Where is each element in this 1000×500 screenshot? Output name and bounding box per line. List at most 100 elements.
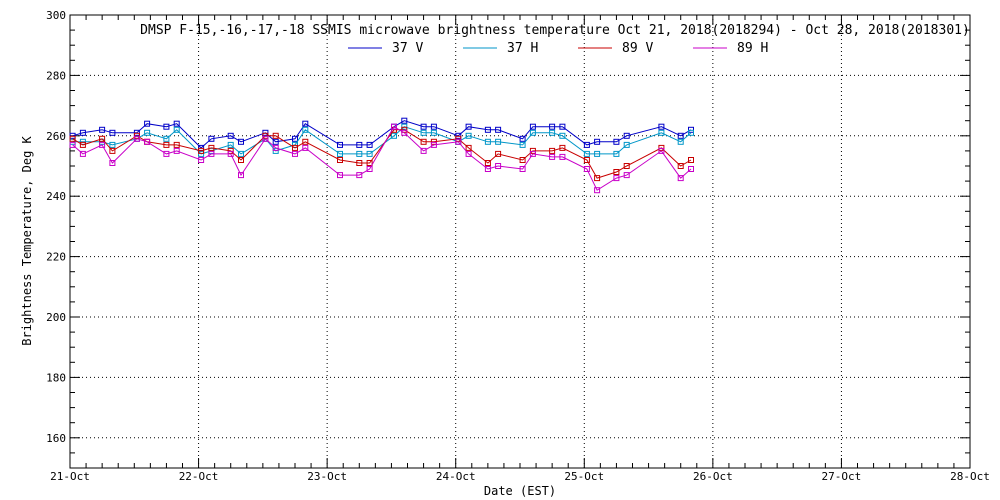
data-point-marker: [559, 123, 566, 130]
data-point-marker: [529, 150, 536, 157]
data-point-marker: [658, 129, 665, 136]
data-point-marker: [238, 138, 244, 145]
data-point-marker: [484, 166, 491, 172]
chart-title: DMSP F-15,-16,-17,-18 SSMIS microwave br…: [140, 23, 970, 38]
data-point-marker: [529, 123, 536, 130]
data-point-marker: [484, 126, 491, 133]
data-point-marker: [208, 150, 215, 157]
series-line: [72, 129, 692, 179]
data-point-marker: [272, 138, 279, 145]
data-point-marker: [69, 135, 76, 142]
data-point-marker: [465, 123, 472, 130]
data-point-marker: [99, 135, 106, 142]
data-point-marker: [163, 135, 170, 142]
data-point-marker: [79, 129, 86, 136]
x-tick-label: 23-Oct: [307, 470, 347, 483]
data-point-marker: [583, 141, 590, 148]
data-point-marker: [613, 150, 620, 157]
data-point-marker: [420, 138, 427, 145]
data-point-marker: [356, 172, 363, 179]
data-point-marker: [79, 150, 86, 157]
y-tick-label: 200: [46, 311, 66, 324]
data-point-marker: [401, 117, 408, 124]
data-point-marker: [366, 166, 373, 172]
y-tick-label: 180: [46, 371, 66, 384]
legend-label: 89 V: [622, 41, 653, 56]
data-point-marker: [594, 138, 601, 145]
data-point-marker: [559, 132, 566, 139]
data-point-marker: [688, 166, 694, 172]
data-point-marker: [677, 163, 684, 169]
legend-label: 37 V: [392, 41, 423, 56]
data-point-marker: [69, 141, 76, 148]
data-point-marker: [583, 157, 590, 163]
plot-frame: [69, 14, 971, 469]
data-point-marker: [238, 172, 244, 179]
data-point-marker: [529, 129, 536, 136]
series-layer: [69, 117, 694, 194]
data-point-marker: [109, 160, 116, 166]
data-point-marker: [549, 123, 556, 130]
y-tick-label: 300: [46, 9, 66, 22]
data-point-marker: [658, 123, 665, 130]
data-point-marker: [227, 132, 234, 139]
y-tick-label: 220: [46, 251, 66, 264]
data-point-marker: [549, 129, 556, 136]
data-point-marker: [549, 153, 556, 160]
data-point-marker: [688, 157, 694, 163]
legend-label: 37 H: [507, 41, 538, 56]
data-point-marker: [109, 141, 116, 148]
data-point-marker: [262, 135, 269, 142]
x-tick-label: 22-Oct: [179, 470, 219, 483]
data-point-marker: [302, 144, 309, 151]
data-point-marker: [227, 150, 234, 157]
data-point-marker: [109, 147, 116, 154]
data-point-marker: [420, 129, 427, 136]
data-point-marker: [391, 123, 397, 130]
data-point-marker: [302, 126, 309, 133]
data-point-marker: [420, 123, 427, 130]
series-line: [72, 126, 692, 155]
data-point-marker: [430, 123, 437, 130]
data-point-marker: [401, 123, 408, 130]
data-point-marker: [292, 150, 298, 157]
data-point-marker: [198, 147, 205, 154]
data-point-marker: [337, 157, 343, 163]
data-point-marker: [356, 150, 363, 157]
y-tick-label: 260: [46, 130, 66, 143]
legend: 37 V 37 H 89 V 89 H: [348, 41, 768, 56]
data-point-marker: [79, 138, 86, 145]
y-axis-tick-labels: 160 180 200 220 240 260 280 300: [46, 9, 66, 445]
data-point-marker: [208, 135, 215, 142]
data-point-marker: [465, 132, 472, 139]
data-point-marker: [495, 138, 502, 145]
data-point-marker: [623, 132, 630, 139]
data-point-marker: [594, 150, 601, 157]
data-point-marker: [144, 120, 151, 127]
x-tick-label: 21-Oct: [50, 470, 90, 483]
data-point-marker: [677, 175, 684, 182]
data-point-marker: [401, 129, 408, 136]
data-point-marker: [484, 160, 491, 166]
data-point-marker: [465, 150, 472, 157]
data-point-marker: [613, 169, 620, 175]
x-axis-tick-labels: 21-Oct 22-Oct 23-Oct 24-Oct 25-Oct 26-Oct 27-O…: [50, 470, 990, 483]
data-point-marker: [430, 129, 437, 136]
data-point-marker: [420, 147, 427, 154]
data-point-marker: [163, 141, 170, 148]
y-tick-label: 280: [46, 69, 66, 82]
data-point-marker: [337, 141, 343, 148]
data-point-marker: [549, 147, 556, 154]
data-point-marker: [163, 150, 170, 157]
data-point-marker: [173, 147, 180, 154]
x-tick-label: 27-Oct: [822, 470, 862, 483]
data-point-marker: [623, 163, 630, 169]
data-point-marker: [208, 144, 215, 151]
x-tick-label: 25-Oct: [564, 470, 604, 483]
x-tick-label: 24-Oct: [436, 470, 476, 483]
data-point-marker: [583, 166, 590, 172]
x-axis-title: Date (EST): [484, 484, 556, 498]
data-point-marker: [356, 141, 363, 148]
